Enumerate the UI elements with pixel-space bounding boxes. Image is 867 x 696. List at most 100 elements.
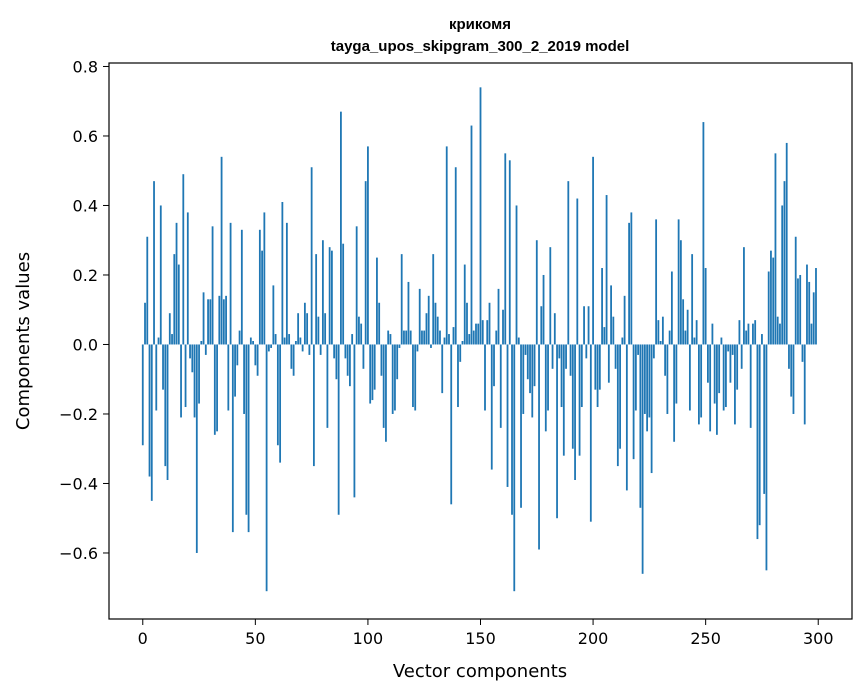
bar-206 [605, 195, 608, 345]
bar-113 [396, 344, 399, 380]
bar-124 [421, 330, 423, 345]
bar-185 [558, 344, 561, 359]
bar-259 [725, 344, 727, 408]
bar-210 [614, 344, 617, 369]
bar-67 [292, 344, 295, 376]
bar-252 [709, 344, 712, 432]
bar-265 [738, 320, 741, 345]
bar-137 [450, 344, 453, 505]
bar-294 [803, 344, 806, 425]
bar-108 [385, 344, 387, 442]
bar-117 [405, 330, 408, 345]
bar-169 [522, 344, 525, 414]
bar-75 [310, 167, 313, 345]
bar-207 [607, 344, 610, 383]
bar-288 [790, 344, 793, 397]
bar-234 [668, 330, 671, 345]
bar-171 [526, 344, 529, 380]
y-tick-label: −0.2 [59, 405, 98, 424]
bar-84 [331, 250, 333, 345]
bar-183 [553, 313, 556, 345]
bar-9 [162, 344, 164, 390]
bar-118 [407, 281, 410, 345]
bar-121 [414, 344, 417, 411]
bar-221 [639, 344, 642, 508]
bar-205 [603, 327, 606, 345]
bar-189 [567, 181, 570, 345]
chart-title-line2: tayga_upos_skipgram_300_2_2019 model [331, 38, 630, 55]
bar-46 [245, 344, 248, 515]
bar-242 [686, 309, 689, 345]
bar-270 [749, 344, 752, 428]
bar-92 [349, 344, 351, 387]
bar-148 [475, 323, 477, 345]
bar-239 [679, 240, 682, 345]
bar-21 [189, 344, 191, 359]
bar-110 [389, 334, 392, 345]
bar-243 [688, 344, 691, 411]
bar-251 [707, 344, 709, 383]
bar-255 [716, 344, 718, 435]
bar-273 [756, 344, 759, 540]
bar-132 [439, 330, 441, 345]
bar-195 [580, 344, 583, 408]
bar-298 [812, 292, 815, 345]
bar-19 [184, 344, 187, 408]
bar-11 [166, 344, 169, 480]
bar-161 [504, 153, 507, 345]
bar-74 [308, 344, 311, 355]
bar-233 [666, 344, 669, 414]
bar-250 [704, 268, 707, 345]
bar-41 [234, 344, 236, 397]
bar-180 [547, 344, 549, 411]
bar-218 [632, 344, 635, 460]
bar-136 [448, 334, 450, 345]
bar-93 [351, 334, 354, 345]
bar-174 [533, 344, 536, 387]
bar-54 [263, 212, 266, 345]
bar-167 [517, 337, 520, 345]
bar-147 [472, 330, 475, 345]
y-tick-label: 0.2 [73, 266, 98, 285]
bar-85 [333, 344, 336, 359]
bar-64 [285, 222, 288, 345]
bar-51 [256, 344, 259, 376]
bar-192 [574, 344, 576, 480]
bar-279 [770, 250, 772, 345]
bar-81 [324, 313, 327, 345]
bar-225 [648, 344, 651, 418]
bar-107 [382, 344, 385, 428]
bar-211 [616, 344, 619, 467]
bar-172 [529, 344, 531, 394]
bar-176 [538, 344, 540, 550]
bar-114 [398, 344, 401, 348]
bar-15 [175, 222, 178, 345]
y-axis-label: Components values [13, 252, 34, 430]
bar-227 [652, 344, 655, 359]
bar-197 [585, 344, 588, 359]
bar-244 [691, 254, 694, 345]
bar-125 [423, 330, 426, 345]
bar-256 [718, 344, 721, 394]
bar-296 [808, 281, 811, 345]
bar-98 [362, 344, 365, 369]
bar-45 [243, 344, 245, 414]
bar-217 [630, 212, 633, 345]
bar-240 [682, 299, 685, 345]
bar-58 [272, 285, 275, 345]
bar-177 [540, 306, 543, 345]
bar-247 [698, 344, 700, 425]
bar-55 [265, 344, 268, 592]
bar-257 [720, 337, 723, 345]
bar-163 [508, 160, 511, 345]
bar-219 [634, 344, 637, 411]
bar-269 [747, 323, 750, 345]
bar-215 [625, 344, 628, 491]
bar-13 [171, 334, 173, 345]
bar-82 [326, 344, 329, 428]
bars-group [141, 87, 817, 592]
bar-61 [279, 344, 282, 463]
bar-260 [727, 344, 730, 352]
bar-188 [565, 344, 567, 369]
bar-228 [655, 219, 658, 345]
